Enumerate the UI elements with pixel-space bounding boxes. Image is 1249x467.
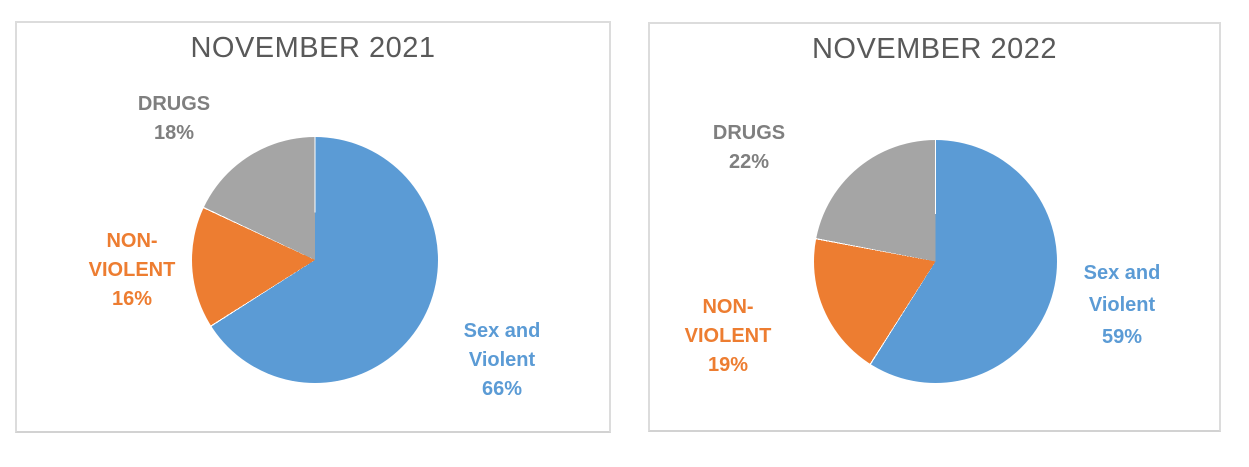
label-line: 66% [481, 378, 523, 400]
label-line: Sex and [463, 320, 541, 342]
label-line: 16% [111, 288, 153, 310]
data-label-sex-violent-2022: Sex and Violent 59% [1084, 257, 1161, 353]
pie-chart-2021 [192, 137, 438, 383]
label-line: DRUGS [712, 122, 786, 144]
label-line: 18% [153, 122, 195, 144]
label-line: Sex and [1083, 262, 1161, 284]
label-line: VIOLENT [88, 259, 176, 281]
label-line: NON- [702, 296, 754, 318]
label-line: Violent [468, 349, 536, 371]
chart-panel-november-2022: NOVEMBER 2022 DRUGS 22% NON- VIOLENT 19%… [648, 22, 1221, 432]
label-line: DRUGS [137, 93, 211, 115]
chart-title-2021: NOVEMBER 2021 [190, 32, 436, 64]
pie-chart-2022 [814, 140, 1057, 383]
chart-title-2022: NOVEMBER 2022 [811, 33, 1058, 65]
label-line: VIOLENT [684, 325, 772, 347]
chart-panel-november-2021: NOVEMBER 2021 DRUGS 18% NON- VIOLENT 16%… [15, 21, 611, 433]
label-line: 19% [707, 354, 749, 376]
data-label-drugs-2021: DRUGS 18% [138, 90, 210, 148]
data-label-sex-violent-2021: Sex and Violent 66% [464, 317, 541, 404]
label-line: 59% [1101, 326, 1143, 348]
data-label-drugs-2022: DRUGS 22% [713, 119, 785, 177]
label-line: Violent [1088, 294, 1156, 316]
label-line: 22% [728, 151, 770, 173]
data-label-nonviolent-2021: NON- VIOLENT 16% [89, 227, 176, 314]
label-line: NON- [106, 230, 158, 252]
data-label-nonviolent-2022: NON- VIOLENT 19% [685, 293, 772, 380]
